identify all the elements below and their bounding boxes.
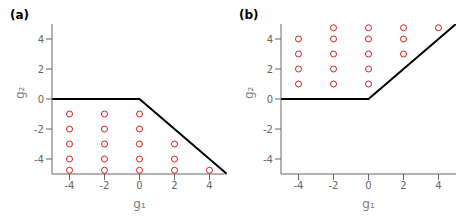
svg-text:2: 2: [267, 64, 273, 75]
svg-text:0: 0: [267, 94, 273, 105]
svg-text:-4: -4: [294, 180, 304, 191]
svg-text:4: 4: [435, 180, 441, 191]
svg-text:0: 0: [136, 180, 142, 191]
svg-text:-4: -4: [34, 154, 44, 165]
svg-text:-2: -2: [100, 180, 110, 191]
html-text:(b): (b): [239, 8, 259, 22]
svg-text:g₂: g₂: [242, 86, 256, 99]
svg-text:-2: -2: [329, 180, 339, 191]
svg-text:g₂: g₂: [13, 86, 27, 99]
svg-text:4: 4: [206, 180, 212, 191]
svg-text:2: 2: [400, 180, 406, 191]
svg-text:-2: -2: [263, 124, 273, 135]
svg-text:-2: -2: [34, 124, 44, 135]
svg-text:2: 2: [171, 180, 177, 191]
svg-text:g₁: g₁: [133, 197, 146, 211]
svg-text:4: 4: [38, 34, 44, 45]
svg-text:0: 0: [38, 94, 44, 105]
svg-text:0: 0: [365, 180, 371, 191]
svg-text:2: 2: [38, 64, 44, 75]
html-text:(a): (a): [10, 8, 30, 22]
svg-text:-4: -4: [263, 154, 273, 165]
svg-text:g₁: g₁: [362, 197, 375, 211]
svg-text:4: 4: [267, 34, 273, 45]
svg-text:-4: -4: [65, 180, 75, 191]
